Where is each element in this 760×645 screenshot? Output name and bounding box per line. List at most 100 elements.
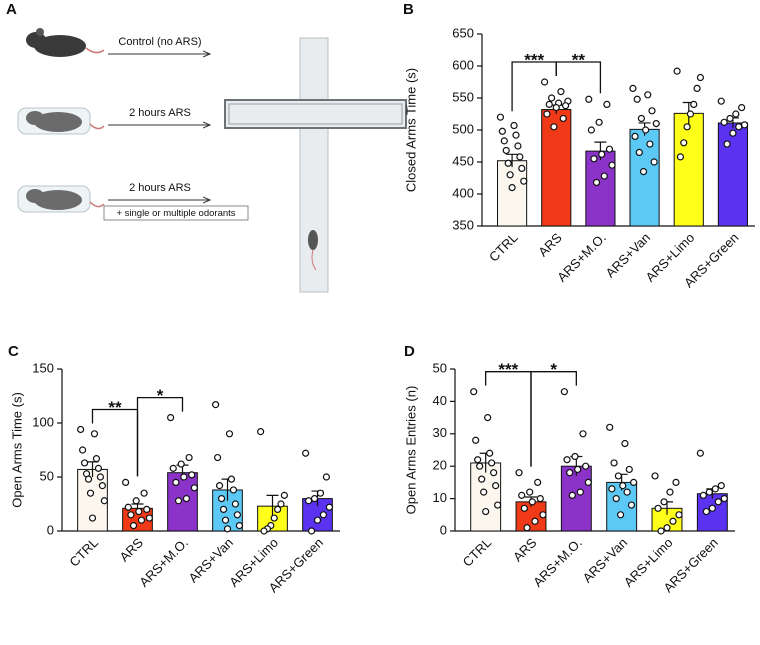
data-point: [212, 401, 220, 409]
data-point: [621, 439, 629, 448]
data-point: [584, 478, 592, 486]
data-point: [500, 137, 508, 145]
data-point: [510, 121, 518, 130]
data-point: [169, 464, 177, 472]
data-point: [122, 478, 130, 486]
data-point: [723, 140, 731, 148]
note: + single or multiple odorants: [116, 208, 235, 219]
data-point: [302, 449, 310, 457]
y-tick-label: 30: [433, 425, 447, 440]
data-point: [185, 453, 193, 462]
y-tick-label: 550: [452, 89, 474, 104]
data-point: [470, 388, 478, 396]
data-point: [547, 94, 556, 102]
data-point: [646, 140, 654, 148]
data-point: [504, 159, 512, 167]
data-point: [732, 110, 740, 118]
data-point: [215, 482, 224, 490]
data-point: [726, 114, 734, 123]
data-point: [711, 485, 719, 493]
y-axis-label: Closed Arms Time (s): [403, 68, 418, 192]
data-point: [90, 430, 99, 438]
data-point: [94, 464, 103, 472]
data-point: [629, 84, 637, 93]
data-point: [488, 459, 496, 467]
x-tick-label: ARS+M.O.: [136, 535, 191, 590]
data-point: [260, 527, 268, 535]
data-point: [614, 472, 623, 480]
data-point: [598, 150, 606, 158]
y-tick-label: 0: [47, 522, 54, 537]
data-point: [514, 142, 522, 150]
data-point: [526, 488, 534, 496]
x-tick-label: ARS+M.O.: [530, 535, 585, 590]
y-tick-label: 100: [32, 414, 54, 429]
data-point: [702, 507, 710, 516]
panel-label: B: [403, 1, 414, 18]
data-point: [648, 107, 656, 115]
error-bar: [506, 153, 519, 168]
condition-label: 2 hours ARS: [129, 107, 191, 119]
data-point: [182, 495, 191, 503]
data-point: [651, 472, 659, 480]
data-point: [494, 501, 502, 509]
data-point: [145, 514, 153, 522]
chart: B Closed Arms Time (s) 350 400 450 500 550 600 6…: [403, 1, 755, 290]
data-point: [673, 67, 681, 75]
y-tick-label: 450: [452, 153, 474, 168]
data-point: [605, 145, 614, 153]
data-point: [316, 489, 325, 497]
data-point: [545, 100, 553, 109]
data-point: [528, 498, 536, 506]
data-point: [482, 507, 490, 516]
x-tick-label: CTRL: [486, 230, 521, 265]
data-point: [480, 488, 488, 496]
data-point: [561, 102, 570, 110]
data-point: [227, 475, 236, 483]
bar: [717, 122, 748, 227]
data-point: [96, 473, 105, 481]
data-point: [560, 388, 568, 396]
data-point: [523, 524, 531, 532]
data-point: [520, 504, 528, 512]
y-tick-label: 0: [440, 522, 447, 537]
data-point: [277, 500, 285, 508]
data-point: [132, 497, 140, 505]
data-point: [270, 514, 278, 522]
condition-label: 2 hours ARS: [129, 182, 191, 194]
data-point: [322, 473, 331, 481]
data-point: [304, 497, 313, 505]
x-tick-label: ARS: [510, 535, 540, 565]
data-point: [686, 110, 695, 118]
data-point: [696, 73, 705, 82]
significance-label: ***: [524, 50, 544, 69]
data-point: [582, 462, 590, 470]
data-point: [574, 465, 582, 474]
data-point: [92, 455, 101, 463]
y-tick-label: 150: [32, 360, 54, 375]
bar: [696, 493, 728, 532]
data-point: [610, 459, 618, 467]
panel-a: A Control (no ARS) 2 hours ARS 2 hours A…: [6, 1, 407, 293]
data-point: [515, 469, 523, 477]
data-point: [705, 488, 713, 496]
data-point: [307, 527, 316, 535]
data-point: [231, 500, 240, 508]
data-point: [606, 423, 614, 431]
significance-bracket: [136, 396, 184, 477]
data-point: [310, 495, 319, 503]
significance-bracket: [555, 61, 602, 94]
data-point: [506, 171, 514, 179]
data-point: [188, 471, 196, 479]
bar: [167, 472, 198, 532]
data-point: [633, 95, 641, 103]
data-point: [590, 155, 598, 163]
data-point: [172, 478, 180, 486]
chart: D Open Arms Entries (n) 0 10 20 30 40 50 CTRL ARS…: [403, 343, 735, 595]
bar: [673, 112, 704, 227]
data-point: [637, 114, 646, 123]
plus-maze: [224, 37, 407, 293]
data-point: [738, 103, 746, 112]
note-box: [103, 205, 249, 221]
bar: [629, 128, 660, 227]
